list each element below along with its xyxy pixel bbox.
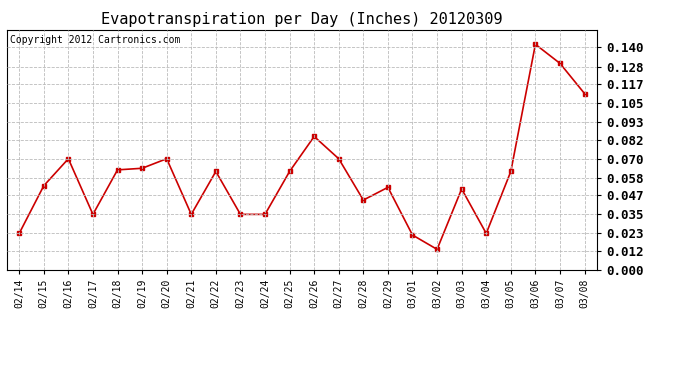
Text: Copyright 2012 Cartronics.com: Copyright 2012 Cartronics.com: [10, 35, 180, 45]
Title: Evapotranspiration per Day (Inches) 20120309: Evapotranspiration per Day (Inches) 2012…: [101, 12, 502, 27]
